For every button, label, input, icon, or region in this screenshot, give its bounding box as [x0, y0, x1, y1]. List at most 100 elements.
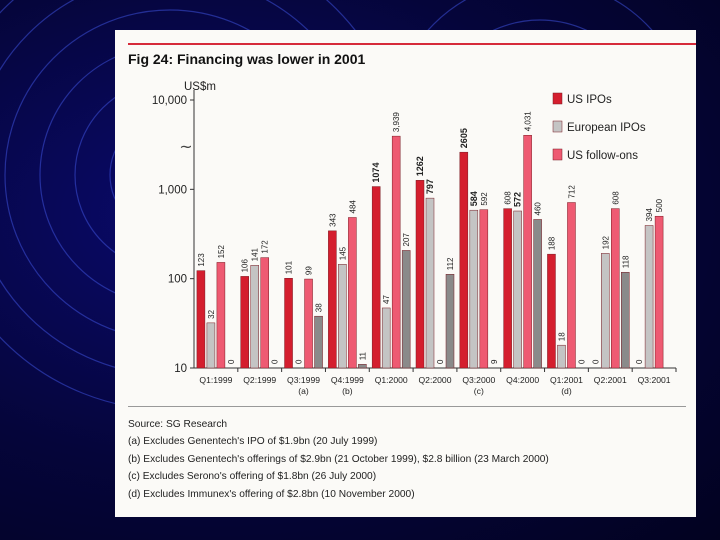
footnotes: Source: SG Research (a) Excludes Genente… — [128, 416, 549, 503]
title-rule — [128, 43, 696, 45]
data-label: 9 — [490, 359, 499, 364]
footnote-d: (d) Excludes Immunex's offering of $2.8b… — [128, 488, 415, 500]
bar-us-follow-ons — [523, 134, 532, 369]
data-label: 141 — [251, 247, 260, 261]
data-label: 584 — [469, 191, 479, 206]
x-tick-label: Q2:1999 — [243, 375, 276, 385]
bar-us-ipos — [284, 278, 293, 369]
x-tick-label: Q4:2000 — [506, 375, 539, 385]
data-label: 18 — [557, 332, 566, 341]
footnote-b: (b) Excludes Genentech's offerings of $2… — [128, 453, 549, 465]
data-label: 11 — [358, 351, 367, 360]
y-tick-label: 10 — [174, 363, 187, 375]
y-tick-label: 10,000 — [152, 95, 187, 107]
y-axis-label: US$m — [184, 81, 216, 93]
y-tick-label: 1,000 — [158, 184, 187, 196]
data-label: 572 — [513, 192, 523, 207]
chart-title: Fig 24: Financing was lower in 2001 — [128, 51, 366, 67]
data-label: 38 — [315, 303, 324, 312]
bar-us-ipos — [240, 276, 249, 369]
bar-other — [533, 219, 542, 369]
data-label: 484 — [348, 200, 357, 214]
x-tick-label: Q1:1999 — [199, 375, 232, 385]
bar-us-ipos — [415, 180, 425, 369]
data-label: 460 — [534, 202, 543, 216]
footnote-source: Source: SG Research — [128, 419, 228, 430]
bar-us-ipos — [459, 151, 469, 369]
x-tick-note: (d) — [561, 386, 572, 396]
data-label: 2605 — [459, 128, 469, 148]
data-label: 32 — [207, 309, 216, 318]
bar-other — [445, 274, 455, 369]
x-tick-label: Q2:2001 — [594, 375, 627, 385]
bar-other — [401, 250, 411, 369]
data-label: 0 — [591, 359, 600, 364]
legend-label: European IPOs — [567, 122, 646, 134]
data-label: 0 — [635, 359, 644, 364]
data-label: 0 — [295, 359, 304, 364]
x-tick-label: Q1:2000 — [375, 375, 408, 385]
footnote-rule — [128, 406, 686, 407]
footnote-a: (a) Excludes Genentech's IPO of $1.9bn (… — [128, 436, 378, 448]
bar-us-follow-ons — [348, 217, 357, 369]
x-tick-note: (c) — [474, 386, 484, 396]
data-label: 0 — [227, 359, 236, 364]
data-label: 1262 — [415, 156, 425, 176]
bar-other — [314, 315, 323, 369]
bar-european-ipos — [425, 197, 435, 369]
bar-european-ipos — [644, 225, 654, 369]
legend-label: US follow-ons — [567, 150, 638, 162]
data-label: 106 — [241, 259, 250, 273]
data-label: 118 — [621, 255, 630, 268]
bar-other — [358, 364, 367, 369]
x-tick-label: Q3:1999 — [287, 375, 320, 385]
x-tick-note: (b) — [342, 386, 353, 396]
bar-us-ipos — [503, 208, 512, 369]
data-label: 188 — [547, 236, 556, 250]
x-tick-label: Q3:2001 — [638, 375, 671, 385]
x-tick-label: Q4:1999 — [331, 375, 364, 385]
data-label: 797 — [425, 179, 435, 194]
footnote-c: (c) Excludes Serono's offering of $1.8bn… — [128, 471, 377, 483]
legend-swatch — [552, 120, 563, 133]
bar-european-ipos — [381, 307, 391, 369]
legend-label: US IPOs — [567, 94, 612, 106]
bar-us-follow-ons — [304, 278, 313, 369]
data-label: 0 — [577, 359, 586, 364]
bar-european-ipos — [601, 253, 610, 369]
bar-us-follow-ons — [391, 135, 401, 369]
x-tick-label: Q1:2001 — [550, 375, 583, 385]
data-label: 394 — [645, 208, 654, 222]
bar-us-follow-ons — [216, 262, 226, 369]
data-label: 0 — [436, 359, 445, 364]
data-label: 112 — [446, 257, 455, 270]
data-label: 608 — [504, 191, 513, 205]
bar-chart: 101001,00010,000US$m~Q1:1999123321520Q2:… — [152, 81, 677, 396]
bar-european-ipos — [513, 210, 522, 369]
data-label: 608 — [611, 191, 620, 205]
data-label: 99 — [305, 266, 314, 275]
bar-european-ipos — [338, 264, 347, 369]
data-label: 47 — [382, 295, 391, 304]
data-label: 4,031 — [524, 111, 533, 132]
data-label: 172 — [261, 240, 270, 254]
x-tick-note: (a) — [298, 386, 309, 396]
chart-panel: Fig 24: Financing was lower in 2001 10 10… — [115, 30, 696, 517]
bar-european-ipos — [250, 265, 259, 369]
data-label: 192 — [601, 235, 610, 249]
axis-break-mark: ~ — [179, 137, 192, 156]
bar-us-follow-ons — [654, 215, 664, 369]
data-label: 0 — [271, 359, 280, 364]
x-tick-label: Q3:2000 — [462, 375, 495, 385]
bar-us-ipos — [547, 253, 556, 369]
bar-us-follow-ons — [611, 208, 620, 369]
data-label: 101 — [285, 260, 294, 274]
bar-us-follow-ons — [567, 202, 576, 369]
data-label: 3,939 — [392, 112, 401, 133]
bar-us-ipos — [371, 186, 381, 369]
bar-us-ipos — [328, 230, 337, 369]
data-label: 712 — [567, 185, 576, 199]
bar-us-ipos — [196, 270, 206, 369]
bar-european-ipos — [469, 209, 479, 369]
data-label: 152 — [217, 245, 226, 259]
